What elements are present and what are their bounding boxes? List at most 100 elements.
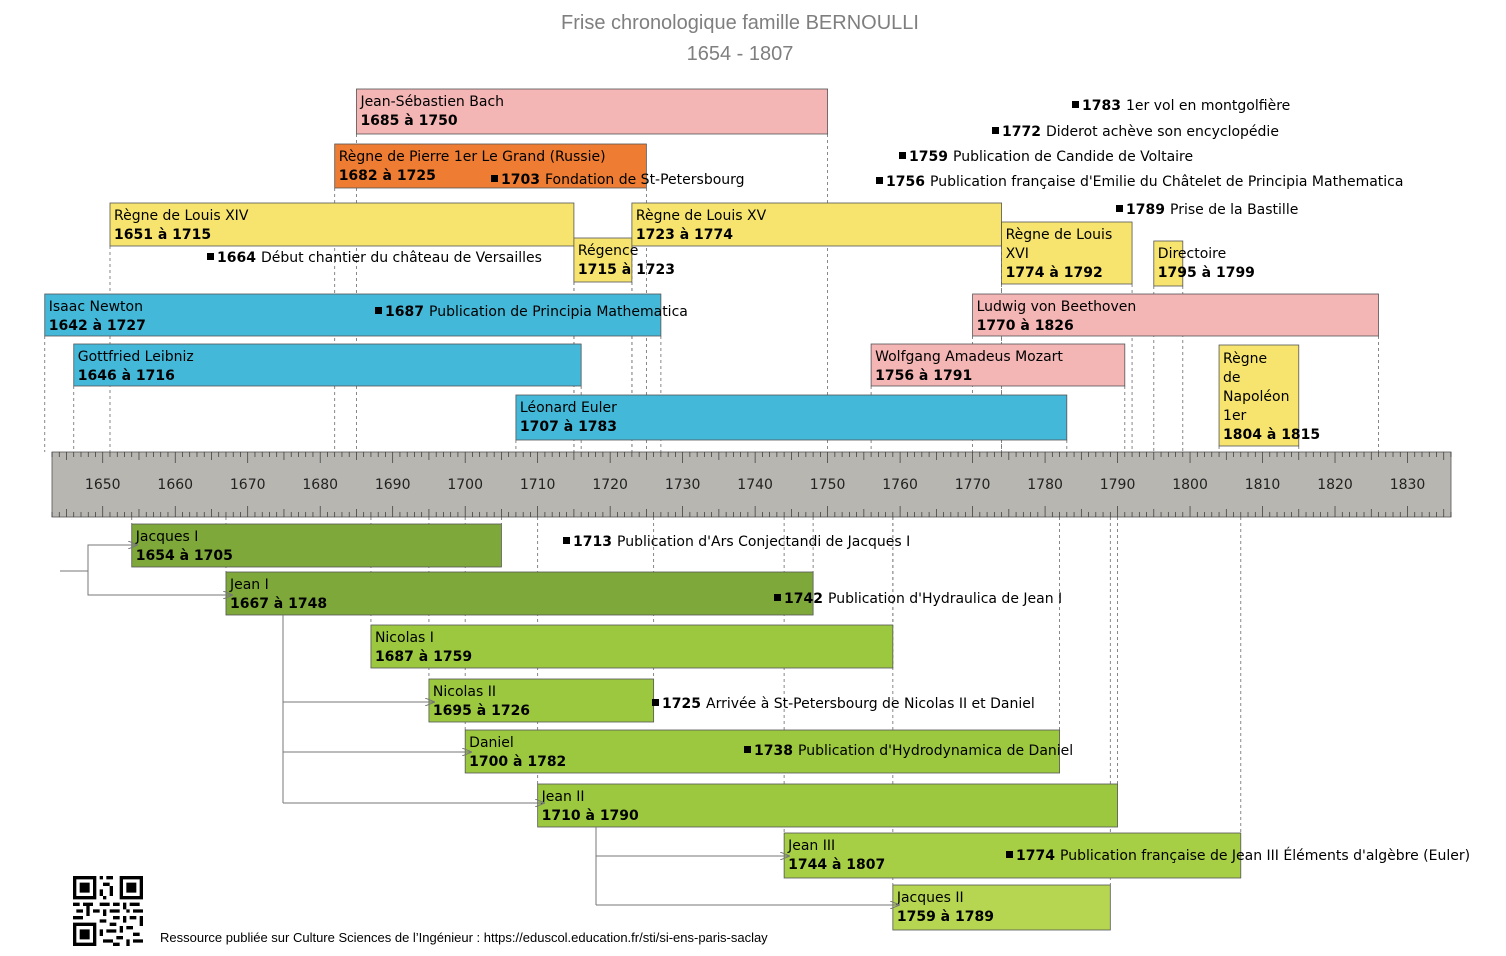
bar-pierre: Règne de Pierre 1er Le Grand (Russie) 168… xyxy=(334,143,647,189)
bar-directoire: Directoire 1795 à 1799 xyxy=(1153,240,1255,287)
tick-label: 1750 xyxy=(810,477,846,493)
bar-newton: Isaac Newton 1642 à 1727 xyxy=(44,293,662,337)
bar-napoleon: Règne de Napoléon 1er 1804 à 1815 xyxy=(1218,344,1320,447)
tick-label: 1740 xyxy=(737,477,773,493)
bar-label: de xyxy=(1223,370,1241,386)
tick-label: 1660 xyxy=(157,477,193,493)
event-e1713: 1713 Publication d'Ars Conjectandi de Jac… xyxy=(563,534,910,550)
bar-label: Gottfried Leibniz xyxy=(78,349,194,365)
bar-label: Jacques I xyxy=(135,529,199,545)
event-text: Publication d'Hydraulica de Jean I xyxy=(828,591,1062,607)
event-year: 1713 xyxy=(573,534,612,550)
bar-leibniz: Gottfried Leibniz 1646 à 1716 xyxy=(73,343,582,387)
bar-label: Jean III xyxy=(787,838,835,854)
event-e1756: 1756 Publication française d'Emilie du Ch… xyxy=(876,174,1403,190)
bar-jacques1: Jacques I 1654 à 1705 xyxy=(131,523,502,568)
bar-jacques2: Jacques II 1759 à 1789 xyxy=(892,884,1111,931)
event-year: 1772 xyxy=(1002,124,1041,140)
bar-years: 1654 à 1705 xyxy=(136,548,233,564)
tick-label: 1770 xyxy=(955,477,991,493)
tick-label: 1700 xyxy=(447,477,483,493)
time-axis: 1650 1660 1670 1680 1690 1700 1710 1720 1730 1740… xyxy=(51,451,1452,518)
bar-label: Règne de Pierre 1er Le Grand (Russie) xyxy=(339,149,606,165)
event-year: 1742 xyxy=(784,591,823,607)
event-text: Publication d'Hydrodynamica de Daniel xyxy=(798,743,1073,759)
event-text: 1er vol en montgolfière xyxy=(1126,98,1290,114)
bar-label: Léonard Euler xyxy=(520,400,617,416)
bar-label: Jean II xyxy=(541,789,585,805)
bar-nicolas1: Nicolas I 1687 à 1759 xyxy=(370,624,894,669)
bar-regence: Régence 1715 à 1723 xyxy=(573,237,675,283)
event-year: 1756 xyxy=(886,174,925,190)
event-text: Publication française de Jean III Élémen… xyxy=(1060,847,1470,864)
event-e1783: 1783 1er vol en montgolfière xyxy=(1072,98,1290,114)
qr-code-icon xyxy=(73,876,143,946)
event-text: Fondation de St-Petersbourg xyxy=(545,172,745,188)
event-year: 1664 xyxy=(217,250,256,266)
event-e1772: 1772 Diderot achève son encyclopédie xyxy=(992,124,1279,140)
bar-label: Nicolas II xyxy=(433,684,496,700)
bar-years: 1723 à 1774 xyxy=(636,227,733,243)
event-year: 1687 xyxy=(385,304,424,320)
bar-mozart: Wolfgang Amadeus Mozart 1756 à 1791 xyxy=(870,343,1126,387)
event-text: Début chantier du château de Versailles xyxy=(261,250,542,266)
event-year: 1789 xyxy=(1126,202,1165,218)
bar-louis15: Règne de Louis XV 1723 à 1774 xyxy=(631,202,1002,247)
bar-label: Isaac Newton xyxy=(49,299,143,315)
event-e1759: 1759 Publication de Candide de Voltaire xyxy=(899,149,1193,165)
event-text: Publication d'Ars Conjectandi de Jacques… xyxy=(617,534,910,550)
bar-bach: Jean-Sébastien Bach 1685 à 1750 xyxy=(356,88,829,135)
bar-years: 1685 à 1750 xyxy=(360,113,457,129)
bar-years: 1795 à 1799 xyxy=(1158,265,1255,281)
bar-euler: Léonard Euler 1707 à 1783 xyxy=(515,394,1068,441)
event-text: Publication de Candide de Voltaire xyxy=(953,149,1193,165)
event-year: 1759 xyxy=(909,149,948,165)
footer-credit: Ressource publiée sur Culture Sciences d… xyxy=(160,930,768,945)
bar-jean1: Jean I 1667 à 1748 xyxy=(225,571,814,616)
event-e1774: 1774 Publication française de Jean III Él… xyxy=(1006,847,1470,864)
tick-label: 1830 xyxy=(1390,477,1426,493)
bar-louis16: Règne de Louis XVI 1774 à 1792 xyxy=(1001,221,1133,285)
event-text: Publication de Principia Mathematica xyxy=(429,304,688,320)
bar-years: 1707 à 1783 xyxy=(520,419,617,435)
bar-years: 1744 à 1807 xyxy=(788,857,885,873)
timeline-bars: Jean-Sébastien Bach 1685 à 1750 Règne de P… xyxy=(44,88,1379,931)
event-e1687: 1687 Publication de Principia Mathematica xyxy=(375,304,688,320)
bar-label: Jacques II xyxy=(896,890,964,906)
event-year: 1725 xyxy=(662,696,701,712)
bar-years: 1759 à 1789 xyxy=(897,909,994,925)
bar-years: 1774 à 1792 xyxy=(1006,265,1103,281)
bar-years: 1770 à 1826 xyxy=(977,318,1074,334)
bar-years: 1646 à 1716 xyxy=(78,368,175,384)
bar-label: 1er xyxy=(1223,408,1247,424)
bar-years: 1715 à 1723 xyxy=(578,262,675,278)
bar-years: 1804 à 1815 xyxy=(1223,427,1320,443)
bar-years: 1756 à 1791 xyxy=(875,368,972,384)
tick-label: 1790 xyxy=(1100,477,1136,493)
event-markers: 1783 1er vol en montgolfière 1772 Diderot a… xyxy=(207,98,1470,864)
event-year: 1738 xyxy=(754,743,793,759)
bar-label: Nicolas I xyxy=(375,630,434,646)
bar-label: Jean-Sébastien Bach xyxy=(359,94,504,110)
bar-jean2: Jean II 1710 à 1790 xyxy=(537,783,1118,828)
tick-label: 1730 xyxy=(665,477,701,493)
event-year: 1783 xyxy=(1082,98,1121,114)
event-text: Publication française d'Emilie du Châtel… xyxy=(930,174,1403,190)
bar-label: Régence xyxy=(578,243,638,259)
bar-years: 1710 à 1790 xyxy=(542,808,639,824)
bar-nicolas2: Nicolas II 1695 à 1726 xyxy=(428,678,655,723)
timeline-title: Frise chronologique famille BERNOULLI xyxy=(561,12,919,34)
event-text: Prise de la Bastille xyxy=(1170,202,1298,218)
bar-years: 1687 à 1759 xyxy=(375,649,472,665)
bar-label: Daniel xyxy=(469,735,514,751)
bar-years: 1651 à 1715 xyxy=(114,227,211,243)
event-e1742: 1742 Publication d'Hydraulica de Jean I xyxy=(774,591,1062,607)
bar-label: Ludwig von Beethoven xyxy=(977,299,1137,315)
bar-label: XVI xyxy=(1006,246,1029,262)
tick-label: 1810 xyxy=(1245,477,1281,493)
tick-label: 1690 xyxy=(375,477,411,493)
tick-label: 1670 xyxy=(230,477,266,493)
tick-label: 1680 xyxy=(302,477,338,493)
event-e1738: 1738 Publication d'Hydrodynamica de Danie… xyxy=(744,743,1073,759)
